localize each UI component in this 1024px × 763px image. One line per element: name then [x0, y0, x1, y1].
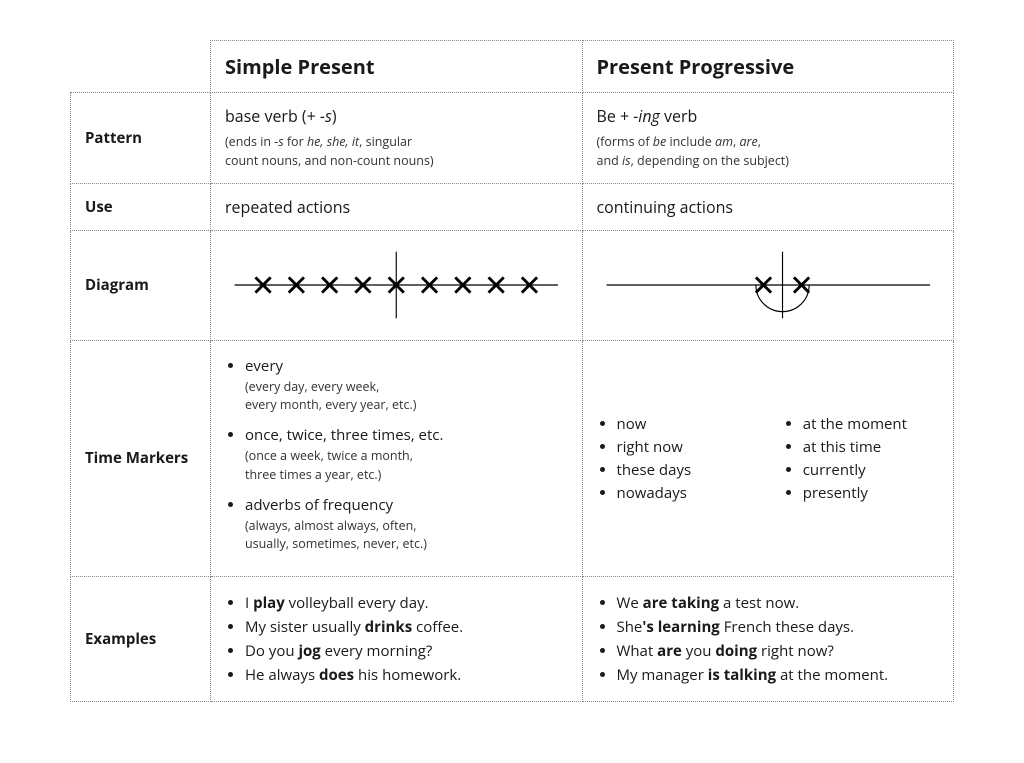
list-item: at the moment — [803, 414, 939, 434]
examples-prog-list: We are taking a test now. She's learning … — [597, 593, 940, 685]
timemarkers-prog-col2: at the moment at this time currently presen… — [783, 411, 939, 506]
timemarkers-prog-col1: now right now these days nowadays — [597, 411, 753, 506]
timemarkers-label: Time Markers — [71, 340, 211, 577]
diagram-progressive — [582, 230, 954, 340]
timemarkers-progressive: now right now these days nowadays at the mo… — [582, 340, 954, 577]
list-item: nowadays — [617, 483, 753, 503]
list-item: Do you jog every morning? — [245, 641, 568, 661]
list-item: once, twice, three times, etc.(once a we… — [245, 425, 568, 485]
use-progressive: continuing actions — [582, 183, 954, 230]
list-item: She's learning French these days. — [617, 617, 940, 637]
empty-cell — [71, 41, 211, 93]
list-item: We are taking a test now. — [617, 593, 940, 613]
diagram-simple-svg — [225, 245, 568, 325]
timemarkers-row: Time Markers every(every day, every week… — [71, 340, 954, 577]
diagram-label: Diagram — [71, 230, 211, 340]
diagram-row: Diagram — [71, 230, 954, 340]
diagram-simple — [211, 230, 583, 340]
pattern-prog-sub: (forms of be include am, are,and is, dep… — [597, 133, 940, 171]
examples-row: Examples I play volleyball every day. My … — [71, 577, 954, 702]
list-item: My sister usually drinks coffee. — [245, 617, 568, 637]
grammar-table: Simple Present Present Progressive Patte… — [70, 40, 954, 702]
list-item: currently — [803, 460, 939, 480]
timemarkers-simple-list: every(every day, every week,every month,… — [225, 356, 568, 555]
list-item: right now — [617, 437, 753, 457]
pattern-simple-post: ) — [332, 105, 337, 127]
list-item: adverbs of frequency(always, almost alwa… — [245, 495, 568, 555]
examples-simple-list: I play volleyball every day. My sister us… — [225, 593, 568, 685]
pattern-prog-italic: -ing — [633, 105, 660, 127]
list-item: presently — [803, 483, 939, 503]
list-item: What are you doing right now? — [617, 641, 940, 661]
diagram-progressive-svg — [597, 245, 940, 325]
timemarkers-simple: every(every day, every week,every month,… — [211, 340, 583, 577]
examples-label: Examples — [71, 577, 211, 702]
list-item: these days — [617, 460, 753, 480]
use-row: Use repeated actions continuing actions — [71, 183, 954, 230]
list-item: now — [617, 414, 753, 434]
list-item: I play volleyball every day. — [245, 593, 568, 613]
pattern-simple-italic: -s — [320, 105, 332, 127]
header-row: Simple Present Present Progressive — [71, 41, 954, 93]
pattern-row: Pattern base verb (+ -s) (ends in -s for… — [71, 93, 954, 184]
use-simple: repeated actions — [211, 183, 583, 230]
pattern-simple-pre: base verb (+ — [225, 105, 320, 127]
list-item: He always does his homework. — [245, 665, 568, 685]
pattern-simple-sub: (ends in -s for he, she, it, singularcou… — [225, 133, 568, 171]
examples-simple: I play volleyball every day. My sister us… — [211, 577, 583, 702]
list-item: at this time — [803, 437, 939, 457]
list-item: every(every day, every week,every month,… — [245, 356, 568, 416]
examples-progressive: We are taking a test now. She's learning … — [582, 577, 954, 702]
list-item: My manager is talking at the moment. — [617, 665, 940, 685]
pattern-prog-pre: Be + — [597, 105, 634, 127]
pattern-progressive: Be + -ing verb (forms of be include am, … — [582, 93, 954, 184]
pattern-simple: base verb (+ -s) (ends in -s for he, she… — [211, 93, 583, 184]
header-progressive: Present Progressive — [582, 41, 954, 93]
pattern-label: Pattern — [71, 93, 211, 184]
header-simple: Simple Present — [211, 41, 583, 93]
pattern-prog-post: verb — [660, 105, 697, 127]
use-label: Use — [71, 183, 211, 230]
